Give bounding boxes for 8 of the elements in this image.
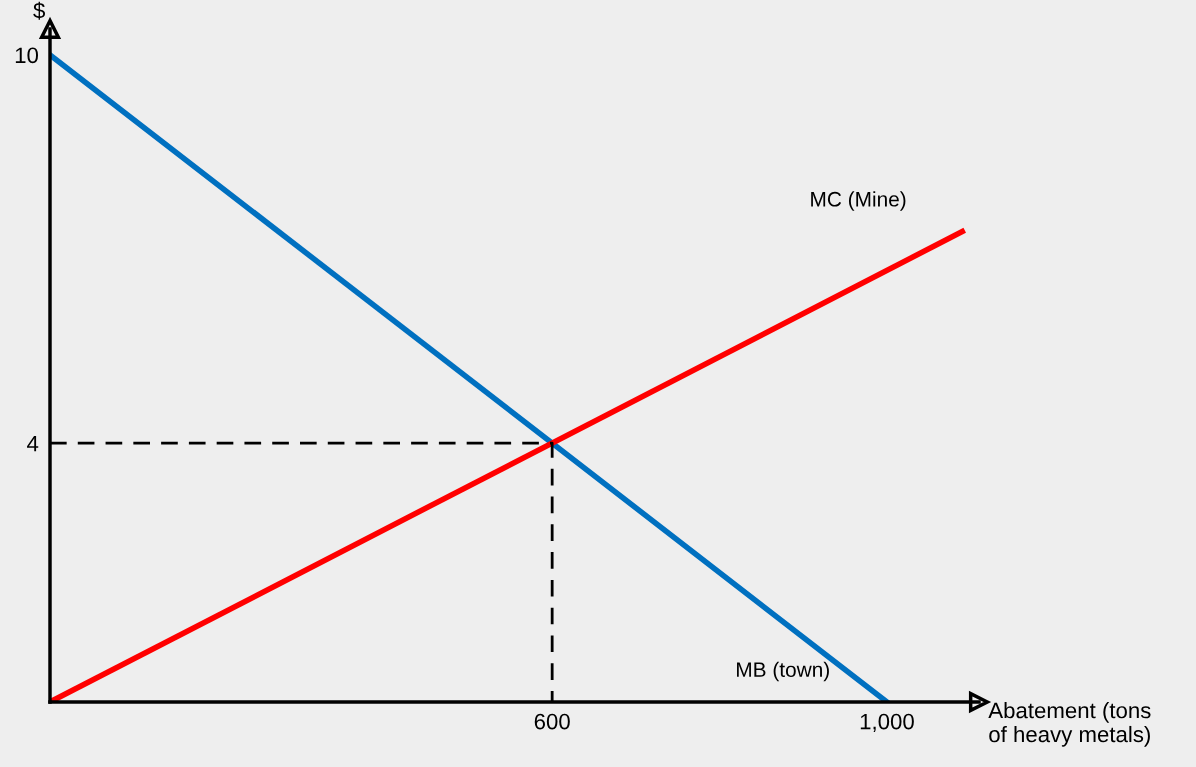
x-tick-label: 600: [534, 713, 570, 730]
y-tick-label: 4: [27, 435, 39, 452]
y-axis-title: $: [33, 1, 45, 20]
series-label: MB (town): [737, 661, 829, 682]
x-tick-label: 1,000: [860, 713, 914, 733]
x-axis-title: Abatement (tons of heavy metals): [988, 702, 1151, 747]
y-tick-label: 10: [15, 47, 39, 64]
text: MC (Mine): [811, 191, 906, 211]
